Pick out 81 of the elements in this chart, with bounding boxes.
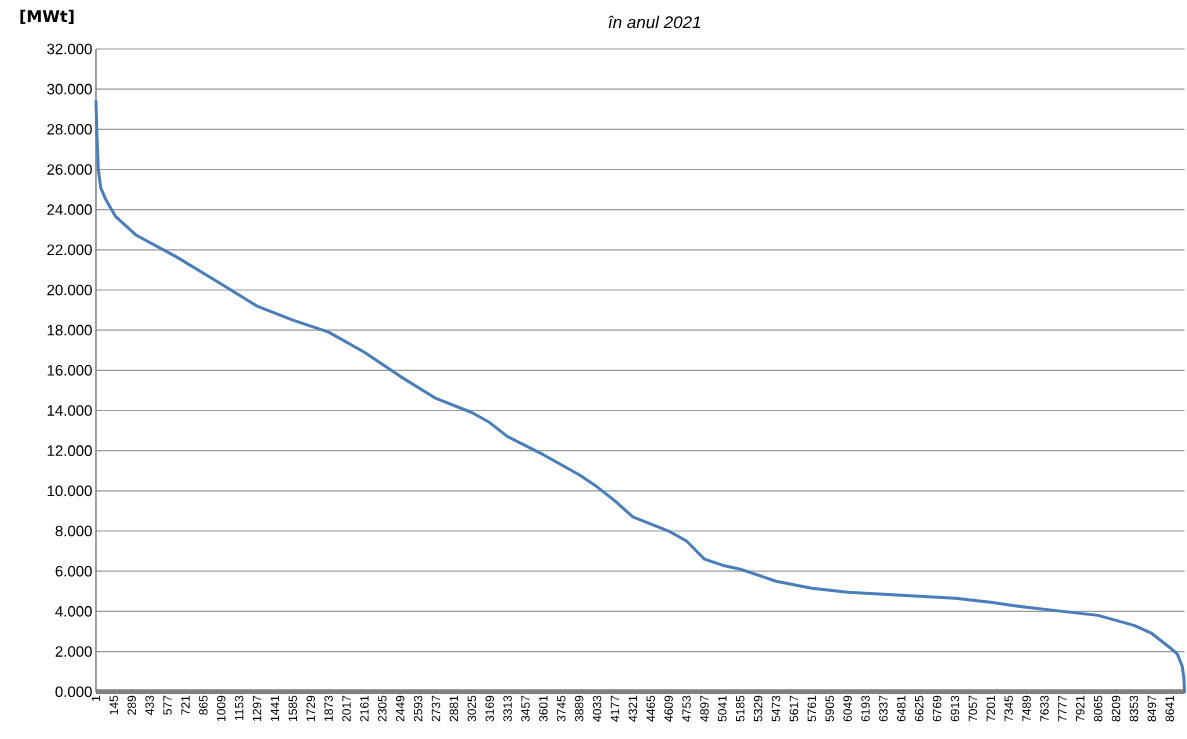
x-tick-label: 1 — [91, 695, 101, 702]
x-tick-label: 4177 — [610, 696, 620, 722]
x-tick-label: 4321 — [628, 695, 638, 722]
y-tick-label: 18.000 — [47, 325, 92, 336]
x-tick-label: 2593 — [413, 695, 423, 722]
x-tick-label: 4897 — [700, 696, 709, 722]
x-tick-label: 8641 — [1165, 695, 1174, 722]
x-tick-label: 7489 — [1022, 695, 1031, 722]
x-tick-label: 7201 — [986, 695, 995, 722]
x-tick-label: 3889 — [574, 695, 584, 722]
y-tick-label: 32.000 — [47, 43, 92, 55]
x-tick-label: 5905 — [825, 695, 834, 722]
x-tick-label: 1873 — [324, 695, 333, 722]
x-tick-label: 3169 — [485, 695, 494, 722]
y-tick-label: 22.000 — [47, 244, 92, 256]
x-tick-label: 3313 — [503, 695, 512, 722]
x-tick-label: 6769 — [932, 695, 942, 722]
x-tick-label: 2737 — [431, 696, 441, 722]
y-tick-label: 14.000 — [47, 405, 92, 416]
x-tick-label: 7777 — [1058, 696, 1067, 722]
y-tick-label: 10.000 — [47, 485, 92, 497]
x-tick-label: 8497 — [1147, 696, 1157, 722]
x-tick-label: 433 — [145, 695, 154, 716]
x-tick-label: 8209 — [1111, 695, 1121, 722]
y-axis-title: [MWt] — [20, 10, 74, 25]
y-tick-label: 0.000 — [55, 686, 92, 698]
x-tick-label: 8353 — [1129, 695, 1139, 722]
x-tick-label: 1441 — [270, 695, 280, 722]
x-tick-label: 2017 — [342, 696, 351, 722]
x-tick-label: 1153 — [234, 695, 244, 721]
x-tick-label: 5473 — [771, 695, 781, 722]
x-tick-label: 7633 — [1040, 695, 1049, 722]
x-tick-label: 1585 — [288, 695, 298, 722]
line-series — [94, 99, 1187, 694]
x-tick-label: 4465 — [646, 695, 655, 722]
x-tick-label: 5617 — [789, 696, 799, 722]
y-tick-label: 2.000 — [55, 646, 92, 657]
chart-title: în anul 2021 — [608, 15, 701, 29]
x-tick-label: 5041 — [718, 695, 727, 722]
x-tick-label: 1297 — [252, 696, 262, 722]
y-tick-label: 16.000 — [47, 365, 92, 376]
x-tick-label: 6481 — [897, 695, 906, 722]
y-tick-label: 4.000 — [55, 606, 92, 617]
x-tick-label: 6049 — [843, 695, 852, 722]
x-tick-label: 6193 — [861, 695, 870, 722]
x-tick-label: 577 — [163, 696, 172, 715]
x-tick-label: 721 — [181, 695, 190, 715]
x-tick-label: 3457 — [521, 696, 530, 722]
x-tick-label: 6625 — [914, 695, 924, 722]
x-tick-label: 145 — [109, 695, 119, 715]
x-tick-label: 1009 — [216, 695, 226, 722]
x-tick-label: 2305 — [378, 695, 387, 722]
x-tick-label: 4033 — [592, 695, 602, 722]
x-tick-label: 865 — [199, 695, 208, 715]
y-tick-label: 6.000 — [55, 566, 92, 577]
x-tick-label: 4609 — [664, 695, 673, 722]
x-tick-label: 8065 — [1093, 695, 1103, 722]
y-tick-label: 28.000 — [47, 124, 92, 135]
x-tick-label: 289 — [127, 695, 136, 715]
y-tick-label: 26.000 — [47, 164, 92, 175]
x-tick-label: 4753 — [682, 695, 691, 722]
y-tick-label: 20.000 — [47, 284, 92, 296]
x-tick-label: 2161 — [360, 695, 369, 722]
x-tick-label: 2881 — [449, 695, 459, 722]
x-tick-label: 3025 — [467, 695, 477, 722]
x-tick-label: 6337 — [879, 696, 888, 722]
x-tick-label: 5185 — [735, 695, 745, 722]
x-tick-label: 7921 — [1076, 695, 1085, 722]
x-tick-label: 5761 — [807, 695, 817, 722]
x-tick-label: 7345 — [1004, 695, 1013, 722]
y-tick-label: 12.000 — [47, 445, 92, 457]
x-tick-label: 1729 — [306, 695, 315, 722]
y-tick-label: 30.000 — [47, 83, 92, 95]
x-tick-label: 5329 — [753, 695, 763, 722]
x-tick-label: 7057 — [968, 696, 978, 722]
x-tick-label: 3745 — [557, 695, 566, 722]
y-tick-label: 24.000 — [47, 204, 92, 216]
x-tick-label: 2449 — [395, 695, 405, 722]
x-tick-label: 6913 — [950, 695, 960, 722]
x-tick-label: 3601 — [539, 695, 548, 722]
y-tick-label: 8.000 — [55, 525, 92, 537]
